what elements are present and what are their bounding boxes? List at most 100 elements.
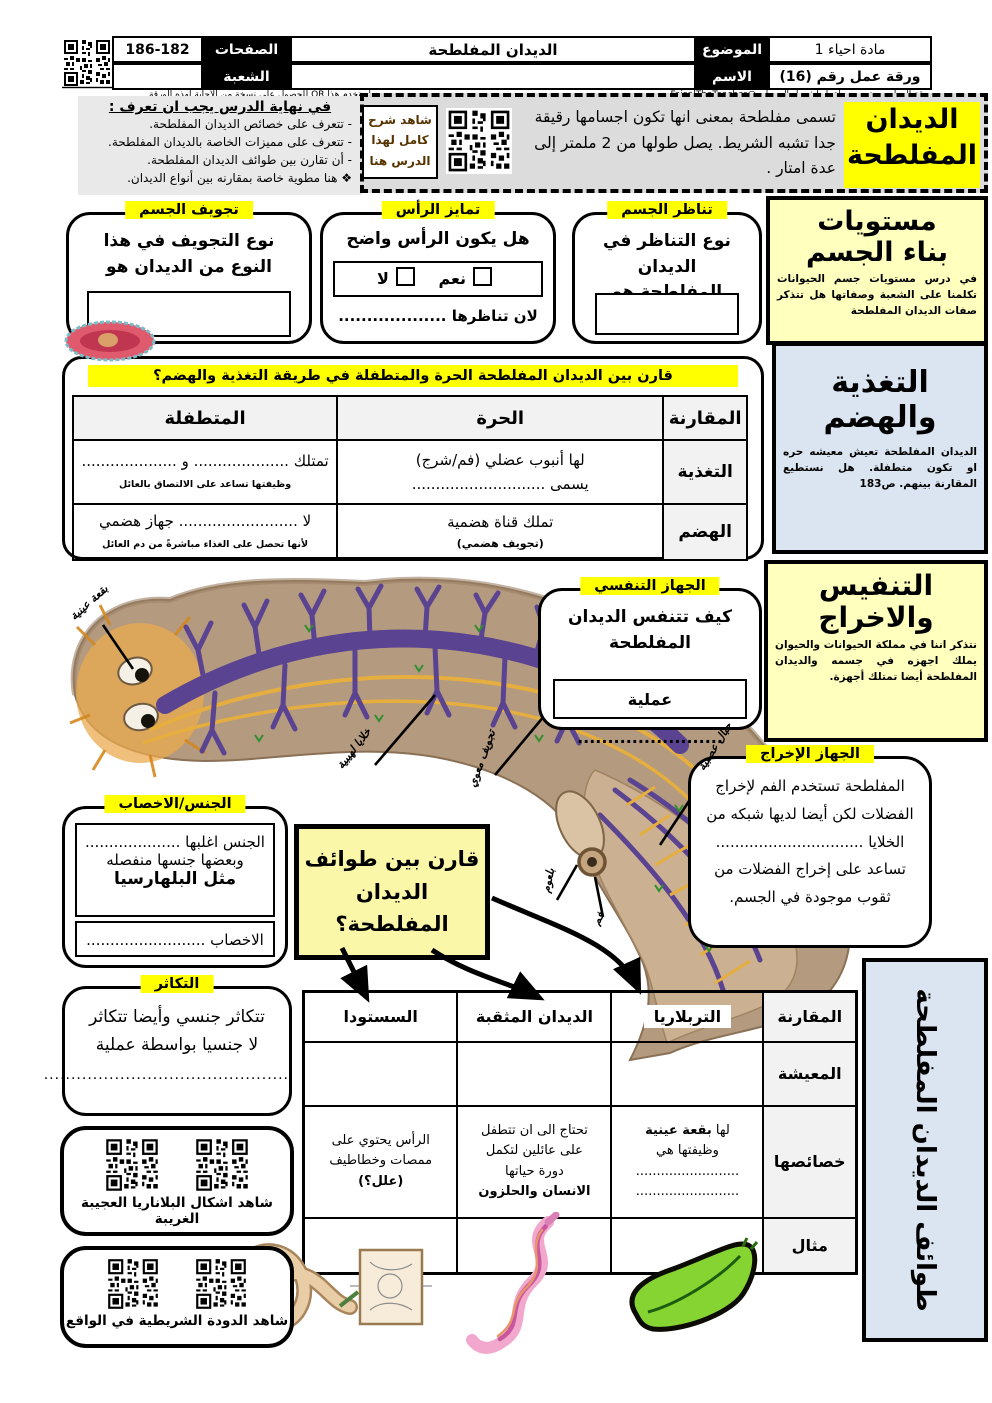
qr-hint: استخدم هذا QR للحصول على نسخة من الاجابة… <box>148 90 372 100</box>
header-subject: مادة احياء 1 <box>768 36 932 63</box>
header-name-field[interactable] <box>290 63 696 90</box>
classes-table: المقارنة التربلاريا الديدان المثقبة السس… <box>302 990 858 1275</box>
living-trematoda-cell[interactable] <box>456 1040 613 1107</box>
header-topic-value: الديدان المفلطحة <box>290 36 696 63</box>
header-topic-label: الموضوع <box>696 36 768 63</box>
respiratory-question: كيف تتنفس الديدان <box>567 607 732 627</box>
objective-item: - أن تقارن بين طوائف الديدان المفلطحة. <box>147 153 352 167</box>
cavity-question: نوع التجويف في هذا <box>103 231 275 251</box>
answer-qr-code <box>62 36 112 89</box>
respiratory-question: المفلطحة <box>609 632 691 653</box>
objective-item: ❖ هنا مطوية خاصة بمقارنه بين أنواع الديد… <box>127 171 352 185</box>
feeding-table-title: قارن بين الديدان المفلطحة الحرة والمتطفل… <box>88 365 738 387</box>
tapeworm-qr-code <box>106 1257 160 1311</box>
yes-label: نعم <box>438 269 467 288</box>
body-cavity-box: تجويف الجسم نوع التجويف في هذا النوع من … <box>66 201 312 344</box>
excretory-text[interactable]: المفلطحة تستخدم الفم لإخراج الفضلات لكن … <box>706 777 914 906</box>
traits-row-label: خصائصها <box>762 1104 858 1219</box>
objective-item: - تتعرف على خصائص الديدان المفلطحة. <box>149 117 352 131</box>
living-turbellaria-cell[interactable] <box>610 1040 765 1107</box>
tapeworm-qr-box: شاهد الدودة الشريطية في الواقع <box>60 1246 294 1348</box>
body-levels-text: في درس مستويات جسم الحيوانات تكلمنا على … <box>777 273 977 317</box>
respiratory-tab: الجهاز التنفسي <box>580 577 720 595</box>
header-worksheet-no: ورقة عمل رقم (16) <box>768 63 932 90</box>
feeding-sidebox-text: الديدان المفلطحة تعيش معيشه حره او تكون … <box>783 446 977 490</box>
symmetry-answer-field[interactable] <box>595 293 739 335</box>
feeding-free-cell[interactable]: لها أنبوب عضلي (فم/شرج) يسمى ............… <box>336 439 665 505</box>
sex-field[interactable]: الجنس اغلبها .................... وبعضها… <box>75 823 275 917</box>
planaria-qr-box: شاهد اشكال البلاناريا العجيبة الغريبة <box>60 1126 294 1236</box>
classes-col-compare: المقارنة <box>762 990 858 1043</box>
digestion-row-label: الهضم <box>662 503 748 561</box>
feeding-digestion-sidebox: التغذية والهضم الديدان المفلطحة تعيش معيش… <box>772 342 988 554</box>
traits-turbellaria-cell[interactable]: لها بقعة عينية وظيفتها هي ..............… <box>610 1104 765 1219</box>
header-pages-value: 186-182 <box>112 36 203 63</box>
feeding-row-label: التغذية <box>662 439 748 505</box>
classes-col-turbellaria: التربلاريا <box>610 990 765 1043</box>
classes-col-trematoda: الديدان المثقبة <box>456 990 613 1043</box>
fertilization-field[interactable]: الاخصاب ......................... <box>75 921 275 957</box>
classes-banner: طوائف الديدان المفلطحة <box>862 958 988 1342</box>
sex-fertilization-box: الجنس/الاخصاب الجنس اغلبها .............… <box>62 795 288 968</box>
yes-checkbox[interactable] <box>473 267 493 286</box>
reproduction-box: التكاثر تتكاثر جنسي وأيضا تتكاثر لا جنسي… <box>43 975 292 1116</box>
digestion-free-cell[interactable]: تملك قناة هضمية (تجويف هضمي) <box>336 503 665 561</box>
reproduction-blank[interactable]: ........................................… <box>43 1067 289 1084</box>
traits-trematoda-cell[interactable]: تحتاج الى ان تتطفل على عائلين لتكمل دورة… <box>456 1104 613 1219</box>
planaria-example-image <box>629 1237 759 1332</box>
symmetry-box: تناظر الجسم نوع التناظر في الديدان المفل… <box>572 201 762 344</box>
living-cestoda-cell[interactable] <box>302 1040 459 1107</box>
head-question: هل يكون الرأس واضح <box>346 229 530 249</box>
objectives-box: في نهاية الدرس يجب ان تعرف : - تتعرف على… <box>78 96 362 195</box>
body-cavity-tab: تجويف الجسم <box>125 201 253 219</box>
header-section-label: الشعبة <box>203 63 290 90</box>
no-label: لا <box>376 269 389 288</box>
classes-col-cestoda: السستودا <box>302 990 459 1043</box>
planaria-qr-caption: شاهد اشكال البلاناريا العجيبة الغريبة <box>81 1195 273 1227</box>
feeding-table: المقارنة الحرة المتطفلة التغذية لها أنبو… <box>71 395 748 561</box>
symmetry-question: نوع التناظر في الديدان <box>603 231 731 277</box>
classes-banner-text: طوائف الديدان المفلطحة <box>910 988 940 1312</box>
body-levels-sidebox: مستويات بناء الجسم في درس مستويات جسم الح… <box>766 196 988 345</box>
intro-box: الديدان المفلطحة تسمى مفلطحة بمعنى انها ت… <box>360 93 988 193</box>
head-differentiation-box: تمايز الرأس هل يكون الرأس واضح نعم لا لا… <box>320 201 556 344</box>
header-section-field[interactable] <box>112 63 203 90</box>
tapeworm-qr-caption: شاهد الدودة الشريطية في الواقع <box>65 1313 289 1329</box>
breathing-excretion-sidebox: التنفيس والاخراج نتذكر اننا في مملكة الحي… <box>764 560 988 742</box>
respiratory-box: الجهاز التنفسي كيف تتنفس الديدان المفلطح… <box>538 577 762 747</box>
head-because-blank[interactable]: لان تناظرها ................... <box>338 307 538 325</box>
reproduction-text: لا جنسيا بواسطة عملية <box>95 1035 259 1056</box>
example-row-label: مثال <box>762 1216 858 1275</box>
reproduction-text: تتكاثر جنسي وأيضا تتكاثر <box>89 1007 265 1027</box>
fluke-example-image <box>466 1212 560 1354</box>
feeding-col-compare: المقارنة <box>662 395 748 441</box>
excretory-box: الجهاز الإخراج المفلطحة تستخدم الفم لإخر… <box>688 745 932 948</box>
cavity-answer-field[interactable] <box>87 291 291 337</box>
digestion-parasitic-cell[interactable]: لا ......................... جهاز هضمي لأ… <box>71 503 339 561</box>
intro-definition: تسمى مفلطحة بمعنى انها تكون اجسامها رقيق… <box>534 108 836 178</box>
excretory-tab: الجهاز الإخراج <box>746 745 874 763</box>
respiratory-answer-field[interactable]: عملية ........................ <box>553 679 747 747</box>
feeding-col-free: الحرة <box>336 395 665 441</box>
feeding-parasitic-cell[interactable]: تمتلك .................... و ...........… <box>71 439 339 505</box>
objectives-title: في نهاية الدرس يجب ان تعرف : <box>108 99 332 115</box>
feeding-table-frame: قارن بين الديدان المفلطحة الحرة والمتطفل… <box>62 356 764 561</box>
intro-title: الديدان المفلطحة <box>844 102 980 188</box>
feeding-col-parasitic: المتطفلة <box>71 395 339 441</box>
watch-lesson-note: شاهد شرح كامل لهذا الدرس هنا <box>362 105 438 179</box>
living-row-label: المعيشة <box>762 1040 858 1107</box>
compare-classes-prompt: قارن بين طوائف الديدان المفلطحة؟ <box>294 824 490 960</box>
header-name-label: الاسم <box>696 63 768 90</box>
lesson-qr-code <box>446 108 512 174</box>
planaria-qr-code <box>104 1137 160 1193</box>
cell-illustration <box>64 320 156 362</box>
planaria-qr-code <box>194 1137 250 1193</box>
no-checkbox[interactable] <box>395 267 415 286</box>
yes-no-row: نعم لا <box>333 261 543 297</box>
header-pages-label: الصفحات <box>203 36 290 63</box>
reproduction-tab: التكاثر <box>140 975 214 993</box>
cavity-question: النوع من الديدان هو <box>105 256 272 277</box>
sex-fertilization-tab: الجنس/الاخصاب <box>104 795 246 813</box>
traits-cestoda-cell[interactable]: الرأس يحتوي على ممصات وخطاطيف (علل؟) <box>302 1104 459 1219</box>
